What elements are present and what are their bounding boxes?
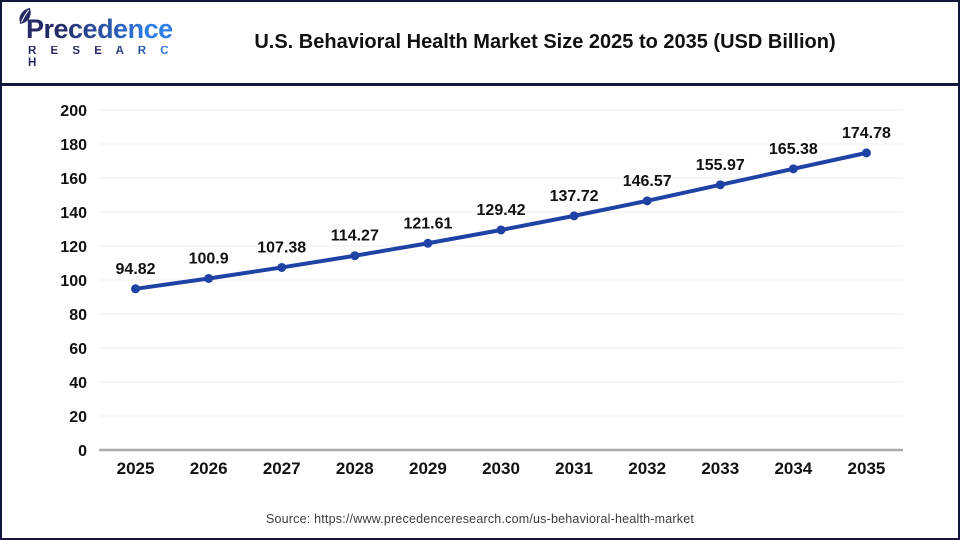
x-tick-label: 2035 <box>848 459 886 478</box>
data-point-label: 100.9 <box>189 250 229 267</box>
x-tick-label: 2029 <box>409 459 447 478</box>
x-tick-label: 2032 <box>628 459 666 478</box>
x-tick-label: 2030 <box>482 459 520 478</box>
data-point-marker <box>861 148 871 158</box>
x-tick-label: 2028 <box>336 459 374 478</box>
brand-logo: Precedence R E S E A R C H <box>19 7 178 69</box>
header: Precedence R E S E A R C H U.S. Behavior… <box>2 2 958 86</box>
x-tick-label: 2027 <box>263 459 301 478</box>
data-point-label: 174.78 <box>842 125 891 142</box>
y-tick-label: 60 <box>69 341 87 358</box>
data-point-marker <box>569 211 579 221</box>
x-tick-label: 2025 <box>117 459 155 478</box>
brand-subname: R E S E A R C H <box>20 45 178 69</box>
y-tick-label: 100 <box>60 273 87 290</box>
data-point-marker <box>350 251 360 261</box>
chart-svg: 0 20 40 60 80 100 120 140 160 180 200 2025 2026 2027 2… <box>60 103 903 478</box>
x-tick-label: 2031 <box>555 459 593 478</box>
chart-area: 0 20 40 60 80 100 120 140 160 180 200 2025 2026 2027 2… <box>2 86 958 535</box>
data-point-marker <box>642 196 652 206</box>
data-point-label: 94.82 <box>116 261 156 278</box>
x-tick-label: 2033 <box>701 459 739 478</box>
x-tick-label: 2034 <box>774 459 812 478</box>
data-point-marker <box>423 238 433 248</box>
data-point-marker <box>131 284 141 294</box>
data-point-label: 121.61 <box>403 215 452 232</box>
data-point-marker <box>715 180 725 190</box>
series-line <box>133 150 869 291</box>
data-point-marker <box>788 164 798 174</box>
x-tick-label: 2026 <box>190 459 228 478</box>
data-point-label: 165.38 <box>769 141 818 158</box>
y-tick-label: 0 <box>78 443 87 460</box>
data-point-marker <box>496 225 506 235</box>
data-point-marker <box>204 273 214 283</box>
data-point-label: 146.57 <box>623 173 672 190</box>
data-point-label: 107.38 <box>257 239 306 256</box>
brand-name: Precedence <box>20 16 173 43</box>
y-tick-label: 140 <box>60 205 87 222</box>
y-tick-label: 80 <box>69 307 87 324</box>
data-point-label: 155.97 <box>696 157 745 174</box>
y-tick-label: 160 <box>60 171 87 188</box>
chart-title: U.S. Behavioral Health Market Size 2025 … <box>254 31 836 53</box>
y-tick-label: 200 <box>60 103 87 120</box>
leaf-icon <box>15 6 36 32</box>
y-tick-label: 20 <box>69 409 87 426</box>
data-point-label: 114.27 <box>331 228 379 245</box>
y-tick-label: 120 <box>60 239 87 256</box>
y-tick-label: 40 <box>69 375 87 392</box>
data-point-marker <box>277 262 287 272</box>
y-tick-label: 180 <box>60 137 87 154</box>
source-text: Source: https://www.precedenceresearch.c… <box>265 512 695 526</box>
data-point-label: 137.72 <box>550 188 599 205</box>
data-point-label: 129.42 <box>477 202 526 219</box>
